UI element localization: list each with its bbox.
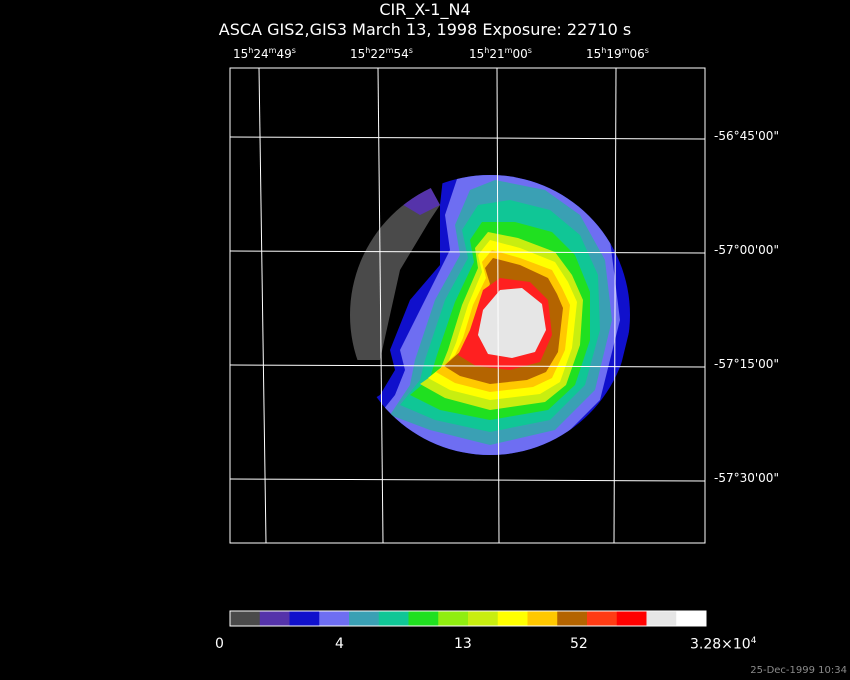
plot-frame [229,67,706,544]
grid-line-ra-4 [613,67,617,544]
bright-core [478,288,546,358]
colorbar-segment [587,611,618,626]
colorbar-segment [557,611,588,626]
colorbar-tick-4: 4 [335,636,344,652]
ra-label-3: 15h21m00s [469,46,532,61]
grid-line-dec-1 [229,136,706,140]
ra-label-1: 15h24m49s [233,46,296,61]
timestamp: 25-Dec-1999 10:34 [750,665,847,676]
contour-purple [380,175,440,215]
colorbar-segment [497,611,528,626]
dec-label-1: -56°45'00" [714,129,779,143]
colorbar-tick-0: 0 [215,636,224,652]
colorbar-segment [676,611,707,626]
image-title: CIR_X-1_N4 [379,0,471,19]
colorbar-segment [259,611,290,626]
colorbar-tick-13: 13 [454,636,472,652]
colorbar-segment [616,611,647,626]
colorbar-segment [468,611,499,626]
colorbar-segment [349,611,380,626]
colorbar-frame [229,610,707,627]
xray-intensity-map [350,175,630,455]
dec-label-3: -57°15'00" [714,357,779,371]
grid-line-dec-2 [229,250,706,254]
grid-line-ra-3 [496,67,500,544]
coordinate-grid [229,67,706,544]
colorbar-tick-max: 3.28×104 [690,636,757,653]
ra-label-2: 15h22m54s [350,46,413,61]
colorbar-segment [319,611,350,626]
colorbar-segment [527,611,558,626]
colorbar-segment [646,611,677,626]
image-subtitle: ASCA GIS2,GIS3 March 13, 1998 Exposure: … [218,20,632,39]
dec-label-2: -57°00'00" [714,243,779,257]
grid-line-dec-3 [229,364,706,368]
colorbar-segment [230,611,261,626]
grid-line-dec-4 [229,478,706,482]
colorbar-segment [289,611,320,626]
ra-label-4: 15h19m06s [586,46,649,61]
colorbar-segment [378,611,409,626]
colorbar-segment [438,611,469,626]
dec-label-4: -57°30'00" [714,471,779,485]
grid-line-ra-2 [377,67,384,544]
grid-line-ra-1 [258,67,267,544]
colorbar-tick-52: 52 [570,636,588,652]
colorbar-segment [408,611,439,626]
colorbar [230,611,707,626]
